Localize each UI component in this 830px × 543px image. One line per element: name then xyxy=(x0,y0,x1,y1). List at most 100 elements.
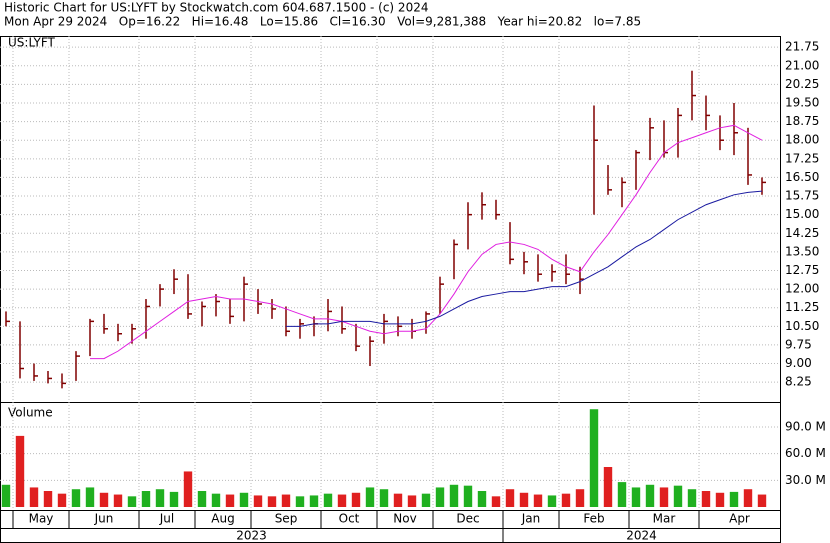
price-panel xyxy=(0,36,781,403)
volume-bar xyxy=(491,496,501,507)
y-tick-label: 20.25 xyxy=(785,77,819,91)
y-tick-label: 30.0 M xyxy=(785,473,826,487)
header-line: Mon Apr 29 2024 Op=16.22 Hi=16.48 Lo=15.… xyxy=(4,15,641,29)
y-tick-label: 11.25 xyxy=(785,300,819,314)
volume-bar xyxy=(701,491,711,507)
y-tick-label: 15.75 xyxy=(785,189,819,203)
y-tick-label: 9.00 xyxy=(785,356,812,370)
y-tick-label: 19.50 xyxy=(785,95,819,109)
x-tick-label: Jan xyxy=(521,512,541,526)
volume-bar xyxy=(603,467,613,507)
volume-bar xyxy=(365,487,375,507)
volume-bar xyxy=(715,492,725,507)
x-tick-label: Apr xyxy=(729,512,750,526)
volume-bar xyxy=(43,491,53,507)
volume-bar xyxy=(407,495,417,507)
volume-bar xyxy=(113,494,123,507)
x-tick-label: Jul xyxy=(159,512,174,526)
volume-bar xyxy=(239,492,249,507)
volume-bar xyxy=(197,491,207,507)
volume-bar xyxy=(1,484,11,507)
y-tick-label: 18.75 xyxy=(785,114,819,128)
volume-bar xyxy=(673,485,683,507)
year-label: 2023 xyxy=(236,529,267,543)
volume-bar xyxy=(351,492,361,507)
y-tick-label: 18.00 xyxy=(785,133,819,147)
y-tick-label: 21.00 xyxy=(785,58,819,72)
volume-bar xyxy=(323,493,333,507)
volume-bar xyxy=(435,487,445,507)
volume-bar xyxy=(477,491,487,507)
x-tick-label: Dec xyxy=(456,512,479,526)
x-tick-label: Sep xyxy=(275,512,298,526)
x-tick-label: Jun xyxy=(94,512,114,526)
x-tick-label: Nov xyxy=(393,512,416,526)
panel-label: Volume xyxy=(8,406,53,420)
volume-bar xyxy=(295,496,305,507)
volume-bar xyxy=(617,482,627,507)
y-tick-label: 10.50 xyxy=(785,319,819,333)
x-tick-label: May xyxy=(29,512,54,526)
volume-bar xyxy=(99,492,109,507)
y-tick-label: 9.75 xyxy=(785,337,812,351)
volume-bar xyxy=(463,485,473,507)
volume-bar xyxy=(337,494,347,507)
volume-bar xyxy=(757,494,767,507)
y-tick-label: 16.50 xyxy=(785,170,819,184)
volume-bar xyxy=(659,487,669,507)
volume-bar xyxy=(169,491,179,507)
y-tick-label: 13.50 xyxy=(785,244,819,258)
volume-bar xyxy=(379,489,389,507)
y-tick-label: 15.00 xyxy=(785,207,819,221)
volume-bar xyxy=(547,495,557,507)
volume-bar xyxy=(141,491,151,507)
y-tick-label: 90.0 M xyxy=(785,420,826,434)
y-tick-label: 12.75 xyxy=(785,263,819,277)
header-line: Historic Chart for US:LYFT by Stockwatch… xyxy=(4,1,428,15)
volume-bar xyxy=(29,487,39,507)
volume-bar xyxy=(309,495,319,507)
moving-average xyxy=(90,124,763,360)
volume-bar xyxy=(505,489,515,507)
volume-bar xyxy=(449,484,459,507)
year-label: 2024 xyxy=(626,529,657,543)
y-tick-label: 17.25 xyxy=(785,151,819,165)
volume-bar xyxy=(211,493,221,507)
volume-bar xyxy=(267,496,277,507)
volume-bar xyxy=(281,494,291,507)
x-tick-label: Oct xyxy=(339,512,360,526)
volume-bar xyxy=(393,493,403,507)
volume-bar xyxy=(561,493,571,507)
volume-bar xyxy=(15,435,25,507)
volume-bar xyxy=(57,493,67,507)
y-tick-label: 21.75 xyxy=(785,40,819,54)
volume-bar xyxy=(729,491,739,507)
volume-bar xyxy=(253,495,263,507)
volume-bar xyxy=(533,494,543,507)
volume-bar xyxy=(85,487,95,507)
volume-bar xyxy=(645,484,655,507)
volume-bar xyxy=(589,409,599,507)
x-tick-label: Mar xyxy=(653,512,676,526)
x-tick-label: Feb xyxy=(583,512,604,526)
volume-bar xyxy=(421,493,431,507)
x-tick-label: Aug xyxy=(211,512,234,526)
volume-bar xyxy=(183,471,193,507)
volume-bar xyxy=(127,496,137,507)
y-tick-label: 8.25 xyxy=(785,375,812,389)
y-tick-label: 12.00 xyxy=(785,282,819,296)
y-tick-label: 14.25 xyxy=(785,226,819,240)
volume-bar xyxy=(743,489,753,507)
volume-bar xyxy=(71,489,81,507)
volume-bar xyxy=(575,489,585,507)
moving-average xyxy=(286,190,763,327)
volume-bar xyxy=(225,494,235,507)
volume-bar xyxy=(631,487,641,507)
volume-bar xyxy=(155,489,165,507)
volume-bar xyxy=(519,492,529,507)
panel-label: US:LYFT xyxy=(8,36,56,50)
y-tick-label: 60.0 M xyxy=(785,446,826,460)
volume-bar xyxy=(687,489,697,507)
